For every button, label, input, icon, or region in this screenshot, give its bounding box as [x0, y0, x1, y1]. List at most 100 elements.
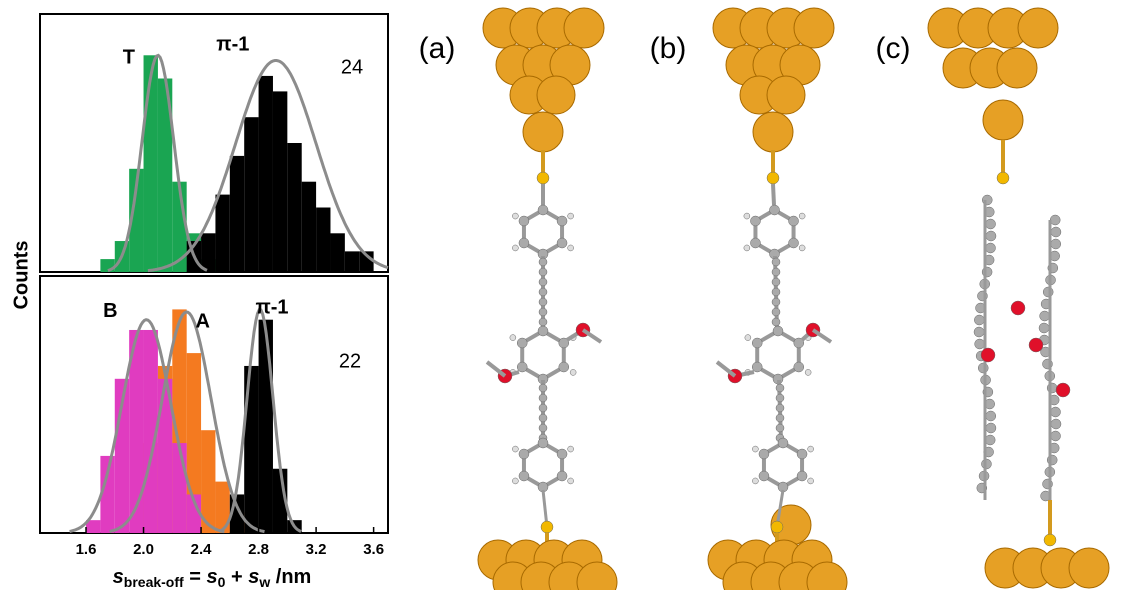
- atom: [1038, 322, 1050, 334]
- atom: [751, 361, 763, 373]
- atom: [985, 218, 996, 230]
- atom: [974, 314, 985, 326]
- atom: [804, 369, 812, 376]
- atom: [538, 403, 548, 413]
- histogram-bar: [287, 143, 302, 272]
- histogram-bar: [201, 233, 216, 272]
- atom: [512, 477, 519, 485]
- atom: [1050, 406, 1061, 418]
- atom: [807, 477, 814, 485]
- atom: [518, 237, 530, 249]
- atom: [537, 437, 549, 449]
- atom: [775, 413, 785, 423]
- atom: [518, 470, 530, 482]
- atom: [518, 448, 530, 460]
- atom: [996, 171, 1010, 185]
- x-tick-label: 2.4: [191, 541, 213, 558]
- atom: [538, 257, 548, 267]
- atom: [985, 242, 996, 254]
- histogram-bar: [143, 55, 158, 272]
- atom: [752, 477, 759, 485]
- gold-atom: [522, 111, 564, 153]
- histogram-bar: [272, 91, 288, 273]
- histogram-bar: [201, 430, 216, 533]
- atom: [1050, 226, 1062, 238]
- atom: [512, 212, 519, 220]
- atom: [569, 369, 577, 376]
- histogram-bar: [129, 329, 144, 533]
- fit-curve: [107, 53, 208, 273]
- x-label-part: s: [206, 566, 217, 588]
- atom: [775, 393, 785, 403]
- histogram-bar: [244, 365, 259, 533]
- x-tick-label: 1.6: [76, 541, 97, 558]
- histogram-panel: A B π-1 22 1.6 2.0 2.4 2.8 3.2 3.6: [39, 275, 389, 558]
- atom: [1043, 533, 1057, 547]
- atom: [538, 297, 548, 307]
- atom: [512, 445, 519, 453]
- atom: [558, 361, 570, 373]
- x-tick-label: 3.2: [306, 541, 327, 558]
- atom: [537, 204, 549, 216]
- atom: [750, 237, 761, 249]
- atom: [556, 470, 568, 482]
- atom: [769, 204, 780, 216]
- atom: [1055, 382, 1071, 398]
- atom: [567, 445, 574, 453]
- gold-atom: [996, 47, 1038, 89]
- series-label: B: [103, 300, 117, 322]
- histogram-bar: [316, 207, 331, 272]
- atom: [1049, 214, 1061, 226]
- atom: [796, 448, 808, 460]
- fit-curve: [109, 310, 265, 534]
- atom: [771, 277, 781, 287]
- histogram-bar: [157, 378, 173, 533]
- atom: [771, 257, 781, 267]
- atom: [538, 277, 548, 287]
- histogram-bar: [157, 78, 173, 272]
- atom: [788, 215, 799, 227]
- x-label-part: s: [248, 566, 259, 588]
- histogram-bar: [186, 494, 202, 533]
- atom: [537, 325, 549, 337]
- atom: [1010, 300, 1026, 316]
- atom: [567, 212, 574, 220]
- y-axis-label: Counts: [10, 241, 32, 310]
- atom: [771, 267, 781, 277]
- atom: [771, 317, 781, 327]
- x-label-part: =: [184, 566, 207, 588]
- atom: [509, 334, 517, 341]
- series-label: T: [123, 47, 135, 69]
- atom: [1050, 430, 1061, 442]
- x-label-part: 0: [218, 574, 226, 590]
- atom: [775, 383, 785, 393]
- x-tick-label: 2.0: [133, 541, 154, 558]
- panel-label: (c): [876, 32, 911, 65]
- atom: [538, 413, 548, 423]
- x-label-part: break-off: [124, 574, 184, 590]
- atom: [798, 244, 806, 252]
- atom: [1042, 286, 1054, 298]
- gold-atom: [793, 7, 835, 49]
- atom: [977, 362, 989, 374]
- gold-atom: [806, 561, 848, 595]
- atom: [518, 215, 530, 227]
- histogram-bar: [143, 329, 158, 533]
- histogram-bar: [172, 443, 187, 533]
- histogram-bar: [301, 181, 317, 272]
- histogram-bar: [344, 251, 360, 272]
- gold-atom: [536, 75, 576, 115]
- atom: [752, 445, 759, 453]
- gold-atom: [563, 7, 605, 49]
- gold-atom: [982, 99, 1024, 141]
- atom: [788, 237, 799, 249]
- histogram-bar: [258, 319, 273, 533]
- x-label-part: +: [225, 566, 248, 588]
- atom: [758, 448, 770, 460]
- atom: [775, 423, 785, 433]
- atom: [1050, 418, 1062, 430]
- bond: [715, 360, 737, 378]
- atom: [798, 212, 806, 220]
